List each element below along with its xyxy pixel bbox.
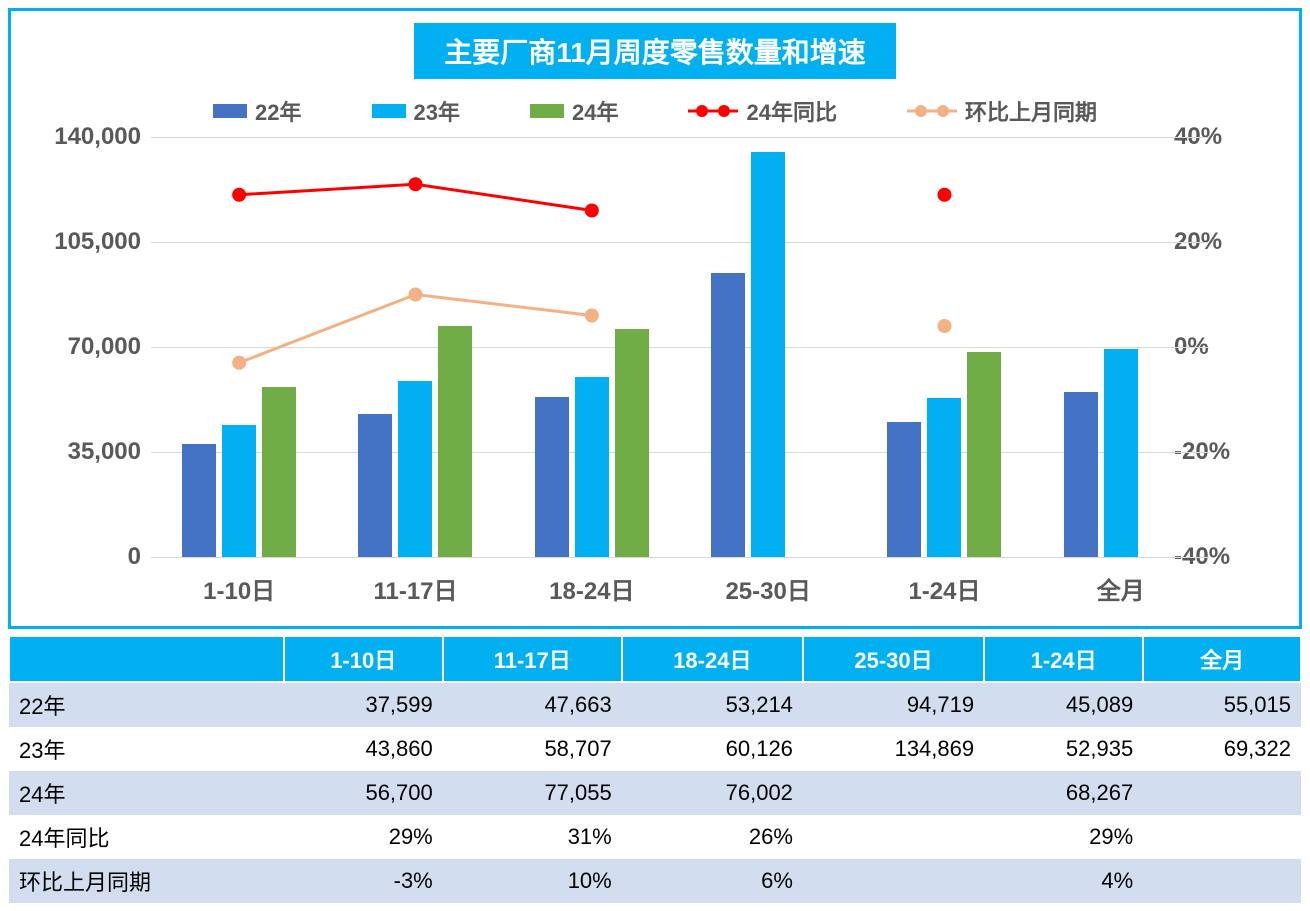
plot-area: 035,00070,000105,000140,000 -40%-20%0%20… xyxy=(151,137,1209,557)
mom-marker xyxy=(409,288,423,302)
table-cell: 45,089 xyxy=(984,682,1143,727)
table-cell: 60,126 xyxy=(622,727,803,771)
x-tick-label: 11-17日 xyxy=(327,571,503,606)
table-row: 22年37,59947,66353,21494,71945,08955,015 xyxy=(9,682,1301,727)
table-cell: 26% xyxy=(622,815,803,859)
table-header-row: 1-10日11-17日18-24日25-30日1-24日全月 xyxy=(9,636,1301,682)
table-cell: 29% xyxy=(284,815,443,859)
table-col-header: 11-17日 xyxy=(443,636,622,682)
table-row-label: 23年 xyxy=(9,727,284,771)
table-row: 24年56,70077,05576,002 68,267 xyxy=(9,771,1301,815)
table-cell: 6% xyxy=(622,859,803,903)
mom-marker xyxy=(938,319,952,333)
yoy-marker xyxy=(232,188,246,202)
legend-label: 23年 xyxy=(414,95,460,127)
table-corner xyxy=(9,636,284,682)
table-col-header: 1-24日 xyxy=(984,636,1143,682)
table-row: 24年同比29%31%26%29% xyxy=(9,815,1301,859)
table-cell: 52,935 xyxy=(984,727,1143,771)
table-cell xyxy=(1143,859,1301,903)
legend: 22年 23年 24年 24年同比 环比上月同期 xyxy=(11,89,1299,137)
table-row-label: 环比上月同期 xyxy=(9,859,284,903)
table-row-label: 24年同比 xyxy=(9,815,284,859)
table-cell: 134,869 xyxy=(803,727,984,771)
table-col-header: 25-30日 xyxy=(803,636,984,682)
table-cell xyxy=(1143,815,1301,859)
data-table: 1-10日11-17日18-24日25-30日1-24日全月 22年37,599… xyxy=(8,635,1302,903)
legend-label: 24年同比 xyxy=(746,95,836,127)
table-cell: 53,214 xyxy=(622,682,803,727)
table-cell: 77,055 xyxy=(443,771,622,815)
y-left-axis: 035,00070,000105,000140,000 xyxy=(21,137,141,557)
table-cell: 37,599 xyxy=(284,682,443,727)
table-cell xyxy=(803,859,984,903)
table-row: 23年43,86058,70760,126134,86952,93569,322 xyxy=(9,727,1301,771)
table-cell: 10% xyxy=(443,859,622,903)
table-cell xyxy=(803,815,984,859)
lines-layer xyxy=(151,137,1209,557)
x-tick-label: 1-24日 xyxy=(856,571,1032,606)
legend-label: 24年 xyxy=(572,95,618,127)
yoy-marker xyxy=(938,188,952,202)
legend-line-mom xyxy=(907,104,957,118)
x-tick-label: 18-24日 xyxy=(504,571,680,606)
mom-marker xyxy=(585,309,599,323)
y-left-tick: 70,000 xyxy=(21,333,141,361)
table-cell: 55,015 xyxy=(1143,682,1301,727)
chart-frame: 主要厂商11月周度零售数量和增速 22年 23年 24年 24年同比 环比上月同… xyxy=(8,8,1302,629)
table-cell xyxy=(1143,771,1301,815)
table-cell: 31% xyxy=(443,815,622,859)
legend-item-24: 24年 xyxy=(530,95,618,127)
table-row: 环比上月同期-3%10%6% 4% xyxy=(9,859,1301,903)
table-body: 22年37,59947,66353,21494,71945,08955,0152… xyxy=(9,682,1301,903)
x-tick-label: 1-10日 xyxy=(151,571,327,606)
legend-swatch-22 xyxy=(213,104,247,118)
table-cell: 29% xyxy=(984,815,1143,859)
y-left-tick: 140,000 xyxy=(21,123,141,151)
mom-line xyxy=(239,295,592,363)
x-tick-label: 全月 xyxy=(1033,571,1209,606)
table-col-header: 1-10日 xyxy=(284,636,443,682)
y-left-tick: 105,000 xyxy=(21,228,141,256)
legend-item-yoy: 24年同比 xyxy=(688,95,836,127)
mom-marker xyxy=(232,356,246,370)
x-tick-label: 25-30日 xyxy=(680,571,856,606)
x-axis: 1-10日11-17日18-24日25-30日1-24日全月 xyxy=(151,571,1209,606)
table-cell: -3% xyxy=(284,859,443,903)
table-cell: 58,707 xyxy=(443,727,622,771)
legend-swatch-24 xyxy=(530,104,564,118)
chart-title: 主要厂商11月周度零售数量和增速 xyxy=(414,23,896,79)
legend-label: 环比上月同期 xyxy=(965,95,1097,127)
gridline xyxy=(151,557,1209,558)
yoy-marker xyxy=(585,204,599,218)
table-cell xyxy=(803,771,984,815)
table-cell: 76,002 xyxy=(622,771,803,815)
table-cell: 94,719 xyxy=(803,682,984,727)
y-left-tick: 35,000 xyxy=(21,438,141,466)
table-cell: 69,322 xyxy=(1143,727,1301,771)
legend-item-23: 23年 xyxy=(372,95,460,127)
yoy-marker xyxy=(409,177,423,191)
table-cell: 47,663 xyxy=(443,682,622,727)
table-cell: 43,860 xyxy=(284,727,443,771)
table-col-header: 全月 xyxy=(1143,636,1301,682)
y-left-tick: 0 xyxy=(21,543,141,571)
table-col-header: 18-24日 xyxy=(622,636,803,682)
table-cell: 4% xyxy=(984,859,1143,903)
table-row-label: 22年 xyxy=(9,682,284,727)
legend-swatch-23 xyxy=(372,104,406,118)
table-cell: 68,267 xyxy=(984,771,1143,815)
table-cell: 56,700 xyxy=(284,771,443,815)
table-row-label: 24年 xyxy=(9,771,284,815)
legend-line-yoy xyxy=(688,104,738,118)
legend-item-22: 22年 xyxy=(213,95,301,127)
legend-label: 22年 xyxy=(255,95,301,127)
legend-item-mom: 环比上月同期 xyxy=(907,95,1097,127)
